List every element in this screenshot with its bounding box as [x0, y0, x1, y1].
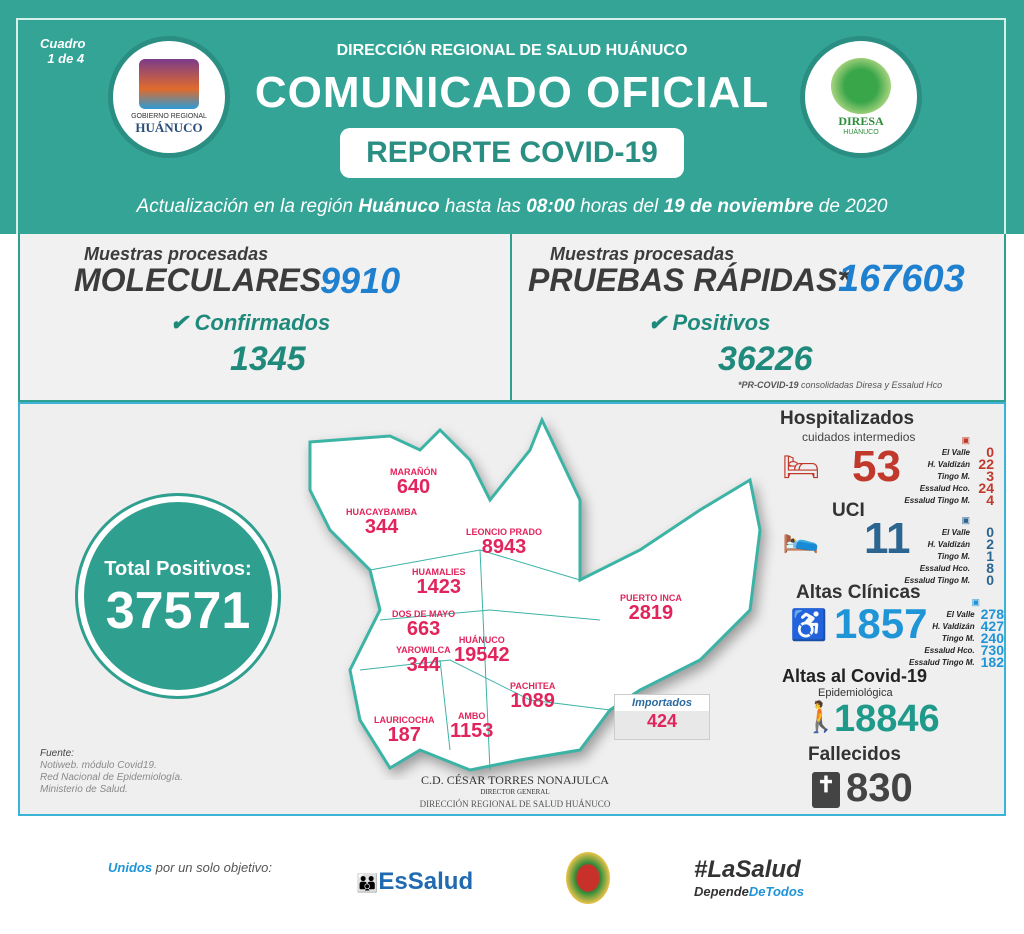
total-value: 37571	[105, 582, 251, 640]
hospitalizados-subtitle: cuidados intermedios	[802, 430, 916, 444]
fallecidos-title: Fallecidos	[808, 744, 901, 765]
hospital-icon: ▣	[961, 514, 970, 525]
region-huamalies: HUAMALIES 1423	[412, 567, 466, 598]
region-lauricocha: LAURICOCHA 187	[374, 715, 435, 746]
breakdown-row: Tingo M. 240	[941, 630, 1004, 646]
breakdown-row: Essalud Hco. 730	[924, 642, 1004, 658]
altas-covid-subtitle: Epidemiológica	[818, 687, 893, 699]
breakdown-row: Essalud Hco. 24	[919, 480, 994, 496]
breakdown-row: Essalud Tingo M. 4	[904, 492, 994, 508]
breakdown-row: Essalud Tingo M. 182	[909, 654, 1004, 670]
breakdown-row: H. Valdizán 2	[927, 536, 994, 552]
fuente: Fuente: Notiweb. módulo Covid19. Red Nacio…	[40, 748, 183, 795]
main-panel: Total Positivos: 37571 MARAÑÓN 640 HUACAY…	[18, 402, 1006, 816]
check-icon: ✔	[170, 310, 195, 335]
positivos-label: ✔ Positivos	[648, 310, 771, 335]
map-outline	[308, 416, 762, 772]
breakdown-row: Tingo M. 1	[937, 548, 994, 564]
hospitalizados-section: Hospitalizados cuidados intermedios 🛏 53…	[780, 408, 994, 508]
total-positivos-badge: Total Positivos: 37571	[78, 496, 278, 696]
rapidas-note: *PR-COVID-19 consolidadas Diresa y Essal…	[738, 380, 943, 390]
moleculares-value: 9910	[320, 260, 401, 301]
region-maranon: MARAÑÓN 640	[390, 467, 437, 498]
breakdown-row: El Valle 0	[941, 444, 994, 460]
breakdown-row: Essalud Tingo M. 0	[904, 572, 994, 588]
breakdown-row: El Valle 0	[941, 524, 994, 540]
confirmados-label: ✔ Confirmados	[170, 310, 331, 335]
footer: Unidos por un solo objetivo: 👪EsSalud #L…	[0, 818, 1024, 934]
footer-slogan: Unidos por un solo objetivo:	[108, 860, 273, 875]
altas-covid-title: Altas al Covid-19	[782, 666, 928, 686]
positivos-value: 36226	[718, 340, 813, 378]
header-frame	[16, 18, 1006, 234]
uci-breakdown: ▣ El Valle 0 H. Valdizán 2 Tingo M. 1 Essalud H…	[904, 514, 994, 589]
update-line: Actualización en la región Huánuco hasta…	[136, 196, 888, 217]
breakdown-row: H. Valdizán 22	[927, 456, 994, 472]
confirmados-value: 1345	[230, 340, 306, 378]
region-dos-de-mayo: DOS DE MAYO 663	[392, 609, 456, 640]
hospital-icon: ▣	[971, 596, 980, 607]
peru-shield-icon	[566, 852, 610, 904]
cross-icon: ✝	[812, 772, 840, 808]
moleculares-caption: Muestras procesadas	[84, 244, 269, 264]
wheelchair-icon: ♿	[790, 609, 828, 642]
breakdown-row: Essalud Hco. 8	[919, 560, 994, 576]
region-leoncio-prado: LEONCIO PRADO 8943	[466, 527, 543, 558]
hospitalizados-breakdown: ▣ El Valle 0 H. Valdizán 22 Tingo M. 3 Essalud …	[904, 434, 994, 509]
region-puerto-inca: PUERTO INCA 2819	[620, 593, 682, 624]
hospitalizados-title: Hospitalizados	[780, 408, 915, 429]
fallecidos-total: 830	[846, 766, 913, 810]
altas-breakdown: ▣ El Valle 278 H. Valdizán 427 Tingo M. 240 Ess…	[904, 596, 1004, 671]
gobierno-regional-logo: GOBIERNO REGIONAL HUÁNUCO	[108, 36, 230, 158]
rapidas-panel: Muestras procesadas PRUEBAS RÁPIDAS* 167…	[512, 234, 1006, 402]
region-pachitea: PACHITEA 1089	[510, 681, 556, 712]
region-yarowilca: YAROWILCA 344	[396, 645, 451, 676]
rapidas-value: 167603	[838, 258, 965, 300]
hospitalizados-total: 53	[852, 442, 901, 491]
hashtag-logo: #LaSalud DependeDeTodos	[694, 856, 805, 899]
altas-total: 1857	[834, 600, 928, 647]
report-subtitle: REPORTE COVID-19	[340, 128, 684, 178]
altas-section: Altas Clínicas ♿ 1857 ▣ El Valle 278 H. Val…	[780, 582, 1004, 670]
uci-total: 11	[864, 514, 911, 563]
altas-covid-total: 18846	[834, 698, 940, 740]
moleculares-panel: Muestras procesadas MOLECULARES 9910 ✔ C…	[18, 234, 512, 402]
breakdown-row: Tingo M. 3	[937, 468, 994, 484]
icu-bed-icon: 🛌	[782, 521, 820, 554]
breakdown-row: H. Valdizán 427	[932, 618, 1004, 634]
importados-value: 424	[646, 711, 678, 731]
district-borders	[359, 549, 611, 771]
altas-title: Altas Clínicas	[796, 582, 921, 603]
essalud-logo: 👪EsSalud	[356, 868, 474, 895]
total-label: Total Positivos:	[104, 558, 252, 580]
region-huacaybamba: HUACAYBAMBA 344	[346, 507, 418, 538]
moleculares-label: MOLECULARES	[74, 262, 322, 298]
rapidas-caption: Muestras procesadas	[550, 244, 735, 264]
importados-label: Importados	[615, 695, 709, 711]
header-banner: Cuadro 1 de 4 GOBIERNO REGIONAL HUÁNUCO D…	[0, 0, 1024, 234]
altas-covid-section: Altas al Covid-19 Epidemiológica 🚶 18846	[782, 666, 982, 740]
signature: C.D. CÉSAR TORRES NONAJULCA DIRECTOR GENE…	[419, 773, 611, 809]
fallecidos-section: Fallecidos ✝ 830	[808, 744, 968, 810]
org-name: DIRECCIÓN REGIONAL DE SALUD HUÁNUCO	[336, 42, 688, 59]
cuadro-label: Cuadro 1 de 4	[40, 36, 86, 66]
walking-person-icon: 🚶	[802, 701, 840, 734]
uci-title: UCI	[832, 500, 865, 521]
huanuco-map	[308, 416, 762, 772]
page-title: COMUNICADO OFICIAL	[254, 68, 770, 117]
check-icon: ✔	[648, 310, 673, 335]
uci-section: UCI 🛌 11 ▣ El Valle 0 H. Valdizán 2 Tingo M. 1…	[780, 500, 994, 588]
region-ambo: AMBO 1153	[450, 711, 494, 742]
diresa-logo: DIRESA HUÁNUCO	[800, 36, 922, 158]
region-huanuco: HUÁNUCO 19542	[454, 635, 510, 666]
hospital-icon: ▣	[961, 434, 970, 445]
importados-box: Importados 424	[614, 694, 710, 740]
rapidas-label: PRUEBAS RÁPIDAS*	[528, 262, 850, 298]
breakdown-row: El Valle 278	[946, 606, 1004, 622]
bed-icon: 🛏	[782, 451, 821, 484]
